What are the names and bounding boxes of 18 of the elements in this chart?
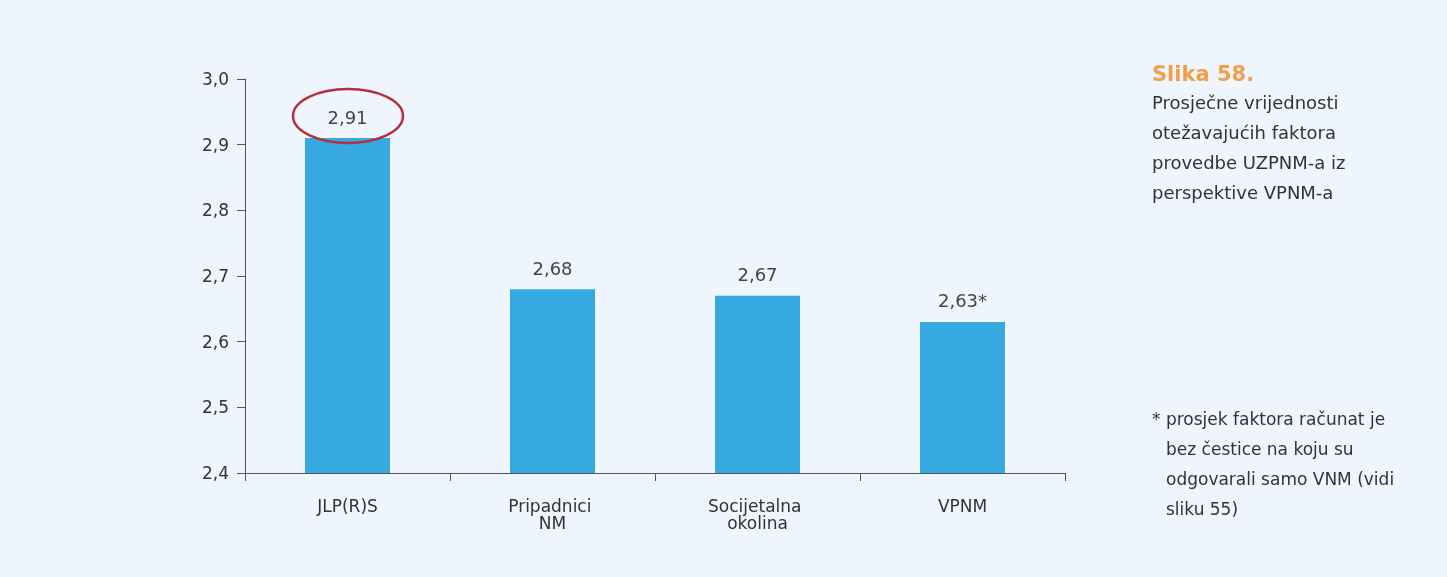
data-label: 2,63* — [937, 290, 988, 312]
y-tick-label: 2,9 — [201, 134, 229, 155]
x-tick-label: JLP(R)S — [316, 495, 378, 516]
y-tick-label: 2,5 — [201, 397, 229, 418]
text: Prosječne vrijednosti otežavajućih faktora provedbe UZPNM-a iz perspektive VPNM-a — [1152, 91, 1347, 205]
y-tick-label: 2,4 — [201, 463, 229, 483]
y-tick-label: 3,0 — [201, 69, 229, 89]
data-label: 2,68 — [532, 257, 573, 279]
y-tick-label: 2,6 — [201, 331, 229, 352]
x-tick-label: Socijetalna okolina — [708, 495, 807, 533]
y-tick-label: 2,7 — [201, 266, 229, 286]
x-tick-label: Pripadnici NM — [508, 495, 597, 533]
x-tick-label: VPNM — [937, 495, 988, 516]
text: * prosjek faktora računat je bez čestice na koju su odgovarali samo VNM (vidi sliku 55) — [1152, 408, 1396, 521]
text: Slika 58. — [1152, 62, 1256, 86]
data-label: 2,91 — [327, 106, 368, 128]
y-tick-label: 2,8 — [201, 200, 229, 221]
data-label: 2,67 — [737, 264, 778, 286]
